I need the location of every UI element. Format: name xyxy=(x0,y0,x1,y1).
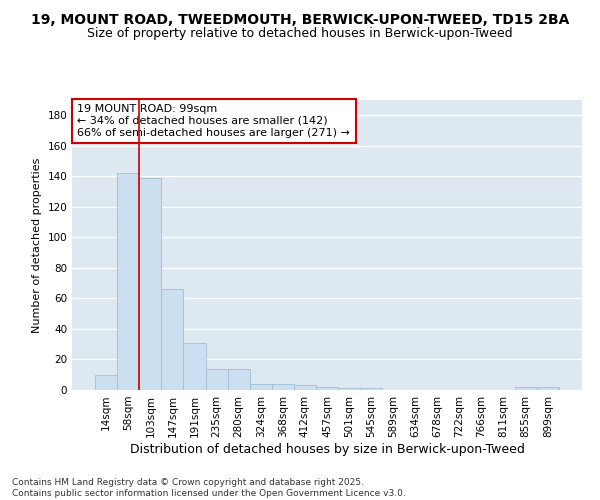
Bar xyxy=(537,387,559,390)
Bar xyxy=(139,178,161,390)
Text: 19 MOUNT ROAD: 99sqm
← 34% of detached houses are smaller (142)
66% of semi-deta: 19 MOUNT ROAD: 99sqm ← 34% of detached h… xyxy=(77,104,350,138)
X-axis label: Distribution of detached houses by size in Berwick-upon-Tweed: Distribution of detached houses by size … xyxy=(130,442,524,456)
Bar xyxy=(161,290,184,390)
Y-axis label: Number of detached properties: Number of detached properties xyxy=(32,158,42,332)
Bar xyxy=(227,368,250,390)
Text: Size of property relative to detached houses in Berwick-upon-Tweed: Size of property relative to detached ho… xyxy=(87,28,513,40)
Bar xyxy=(184,342,206,390)
Text: 19, MOUNT ROAD, TWEEDMOUTH, BERWICK-UPON-TWEED, TD15 2BA: 19, MOUNT ROAD, TWEEDMOUTH, BERWICK-UPON… xyxy=(31,12,569,26)
Bar xyxy=(250,384,272,390)
Bar xyxy=(95,374,117,390)
Bar xyxy=(206,368,227,390)
Bar xyxy=(316,387,338,390)
Bar xyxy=(117,174,139,390)
Bar xyxy=(338,388,360,390)
Bar xyxy=(272,384,294,390)
Bar xyxy=(360,388,382,390)
Text: Contains HM Land Registry data © Crown copyright and database right 2025.
Contai: Contains HM Land Registry data © Crown c… xyxy=(12,478,406,498)
Bar xyxy=(515,387,537,390)
Bar xyxy=(294,386,316,390)
